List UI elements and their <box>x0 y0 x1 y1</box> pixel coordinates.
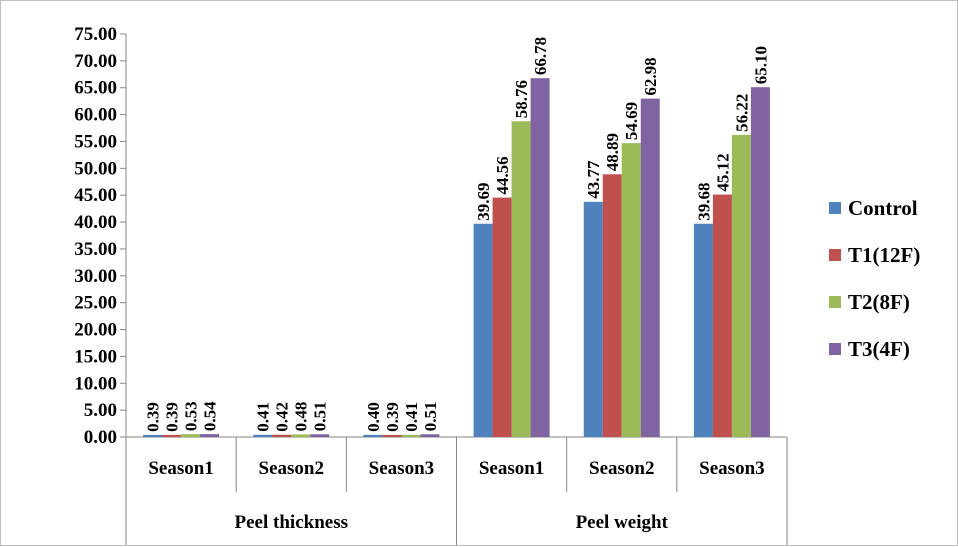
bar-value-label: 0.39 <box>163 402 182 432</box>
x-category-label: Season3 <box>699 458 764 479</box>
x-group-label: Peel weight <box>576 512 669 533</box>
bar <box>511 121 531 437</box>
legend-label: T2(8F) <box>848 290 910 314</box>
y-tick-label: 75.00 <box>74 24 117 45</box>
legend-label: T1(12F) <box>848 243 920 267</box>
bar-value-label: 45.12 <box>713 153 732 191</box>
y-tick-label: 65.00 <box>74 78 117 99</box>
bar-value-label: 0.39 <box>144 402 163 432</box>
bar-value-label: 44.56 <box>493 156 512 194</box>
y-tick-label: 20.00 <box>74 320 117 341</box>
x-category-label: Season1 <box>148 458 213 479</box>
bar <box>382 434 402 437</box>
bar <box>181 434 201 437</box>
y-tick-label: 35.00 <box>74 239 117 260</box>
bar <box>162 434 182 437</box>
x-group-label: Peel thickness <box>235 512 348 533</box>
bar-value-label: 0.48 <box>292 402 311 432</box>
bar-value-label: 0.41 <box>402 402 421 432</box>
y-tick-label: 40.00 <box>74 212 117 233</box>
bar <box>693 223 713 437</box>
bar-value-label: 39.69 <box>474 182 493 220</box>
y-tick-label: 60.00 <box>74 105 117 126</box>
bar <box>272 434 292 437</box>
bar-value-label: 0.51 <box>311 402 330 432</box>
bar-value-label: 48.89 <box>603 133 622 171</box>
y-tick-label: 70.00 <box>74 51 117 72</box>
bar-value-label: 58.76 <box>512 80 531 118</box>
bar-value-label: 0.39 <box>383 402 402 432</box>
bar-value-label: 0.41 <box>254 402 273 432</box>
bar-value-label: 43.77 <box>584 160 603 199</box>
bar-value-label: 62.98 <box>641 57 660 95</box>
legend-swatch <box>829 296 841 308</box>
y-tick-label: 55.00 <box>74 131 117 152</box>
bar <box>291 434 311 437</box>
x-category-label: Season2 <box>259 458 324 479</box>
bar <box>640 98 660 437</box>
legend-swatch <box>829 249 841 261</box>
bar-value-label: 54.69 <box>622 102 641 140</box>
bar <box>310 434 330 437</box>
x-category-label: Season2 <box>589 458 654 479</box>
legend-swatch <box>829 202 841 214</box>
bar-value-label: 39.68 <box>694 183 713 221</box>
bar <box>143 434 163 437</box>
y-tick-label: 50.00 <box>74 158 117 179</box>
bar <box>401 434 421 437</box>
legend-swatch <box>829 343 841 355</box>
bar-value-label: 0.51 <box>421 402 440 432</box>
y-tick-label: 30.00 <box>74 266 117 287</box>
legend-label: T3(4F) <box>848 337 910 361</box>
bar <box>200 434 220 437</box>
bar-value-label: 56.22 <box>732 94 751 132</box>
bar-value-label: 0.42 <box>273 402 292 432</box>
y-tick-label: 45.00 <box>74 185 117 206</box>
y-tick-label: 15.00 <box>74 346 117 367</box>
bar-value-label: 0.53 <box>182 401 201 431</box>
bar <box>583 201 603 437</box>
bar <box>492 197 512 437</box>
bar <box>731 134 751 437</box>
y-tick-label: 5.00 <box>84 400 117 421</box>
bar <box>750 87 770 438</box>
bar <box>621 143 641 438</box>
legend-label: Control <box>848 196 918 220</box>
bar <box>420 434 440 437</box>
y-tick-label: 10.00 <box>74 373 117 394</box>
bar-value-label: 0.54 <box>201 401 220 431</box>
x-category-label: Season1 <box>479 458 544 479</box>
bar <box>530 78 550 438</box>
y-tick-label: 0.00 <box>84 427 117 448</box>
x-category-label: Season3 <box>369 458 434 479</box>
bar <box>363 434 383 437</box>
bar-value-label: 65.10 <box>751 46 770 84</box>
bar <box>712 194 732 437</box>
bar <box>473 223 493 437</box>
y-tick-label: 25.00 <box>74 293 117 314</box>
bar <box>253 434 273 437</box>
bar-value-label: 0.40 <box>364 402 383 432</box>
bar-value-label: 66.78 <box>531 37 550 75</box>
bar <box>602 174 622 437</box>
